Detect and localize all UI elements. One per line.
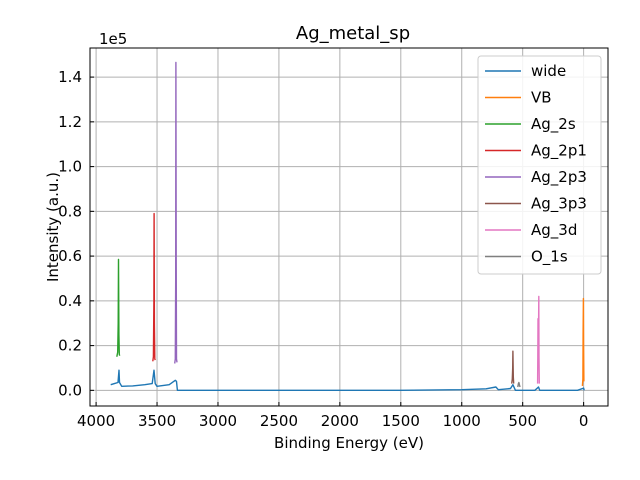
- legend-label: Ag_2s: [531, 115, 576, 134]
- series-layer: [110, 61, 585, 391]
- x-tick-label: 2000: [321, 412, 359, 430]
- legend-box: [477, 55, 602, 275]
- y-axis: 0.0 0.2 0.4 0.6 0.8 1.0 1.2 1.4: [58, 68, 94, 399]
- legend-label: Ag_2p3: [531, 168, 587, 187]
- x-tick-label: 0: [579, 412, 589, 430]
- x-tick-label: 2500: [260, 412, 298, 430]
- plot-frame: [89, 47, 609, 407]
- y-tick-label: 0.4: [58, 292, 82, 310]
- y-tick-label: 0.8: [58, 202, 82, 220]
- series-line-wide: [110, 369, 585, 391]
- y-tick-label: 1.2: [58, 113, 82, 131]
- y-tick-label: 0.6: [58, 247, 82, 265]
- plot-area: [110, 61, 585, 391]
- y-tick-label: 0.0: [58, 381, 82, 399]
- x-tick-label: 500: [508, 412, 537, 430]
- legend-label: wide: [531, 62, 566, 80]
- y-axis-label: Intensity (a.u.): [44, 172, 62, 282]
- y-tick-label: 0.2: [58, 337, 82, 355]
- legend-label: Ag_3d: [531, 221, 577, 240]
- legend-label: O_1s: [531, 248, 568, 267]
- series-line-ag-2s: [116, 258, 121, 357]
- legend: wide VB Ag_2s Ag_2p1 Ag_2p3 Ag_3p3 Ag_3d O_1s: [477, 55, 602, 275]
- series-line-ag-3d: [536, 295, 540, 384]
- series-line-o-1s: [517, 381, 521, 388]
- x-tick-label: 4000: [77, 412, 115, 430]
- x-axis-label: Binding Energy (eV): [274, 434, 424, 452]
- y-tick-label: 1.4: [58, 68, 82, 86]
- chart-title: Ag_metal_sp: [296, 23, 410, 44]
- legend-label: VB: [531, 89, 552, 107]
- legend-label: Ag_3p3: [531, 195, 587, 214]
- series-line-ag-3p3: [511, 350, 515, 384]
- x-tick-label: 3500: [138, 412, 176, 430]
- y-offset-text: 1e5: [99, 30, 127, 48]
- x-tick-label: 3000: [199, 412, 237, 430]
- x-axis: 4000 3500 3000 2500 2000 1500 1000 500 0: [77, 402, 588, 430]
- series-line-ag-2p3: [174, 61, 178, 364]
- x-tick-label: 1500: [382, 412, 420, 430]
- legend-label: Ag_2p1: [531, 142, 587, 161]
- series-line-vb: [581, 297, 585, 386]
- x-tick-label: 1000: [443, 412, 481, 430]
- series-line-ag-2p1: [152, 212, 156, 362]
- y-tick-label: 1.0: [58, 158, 82, 176]
